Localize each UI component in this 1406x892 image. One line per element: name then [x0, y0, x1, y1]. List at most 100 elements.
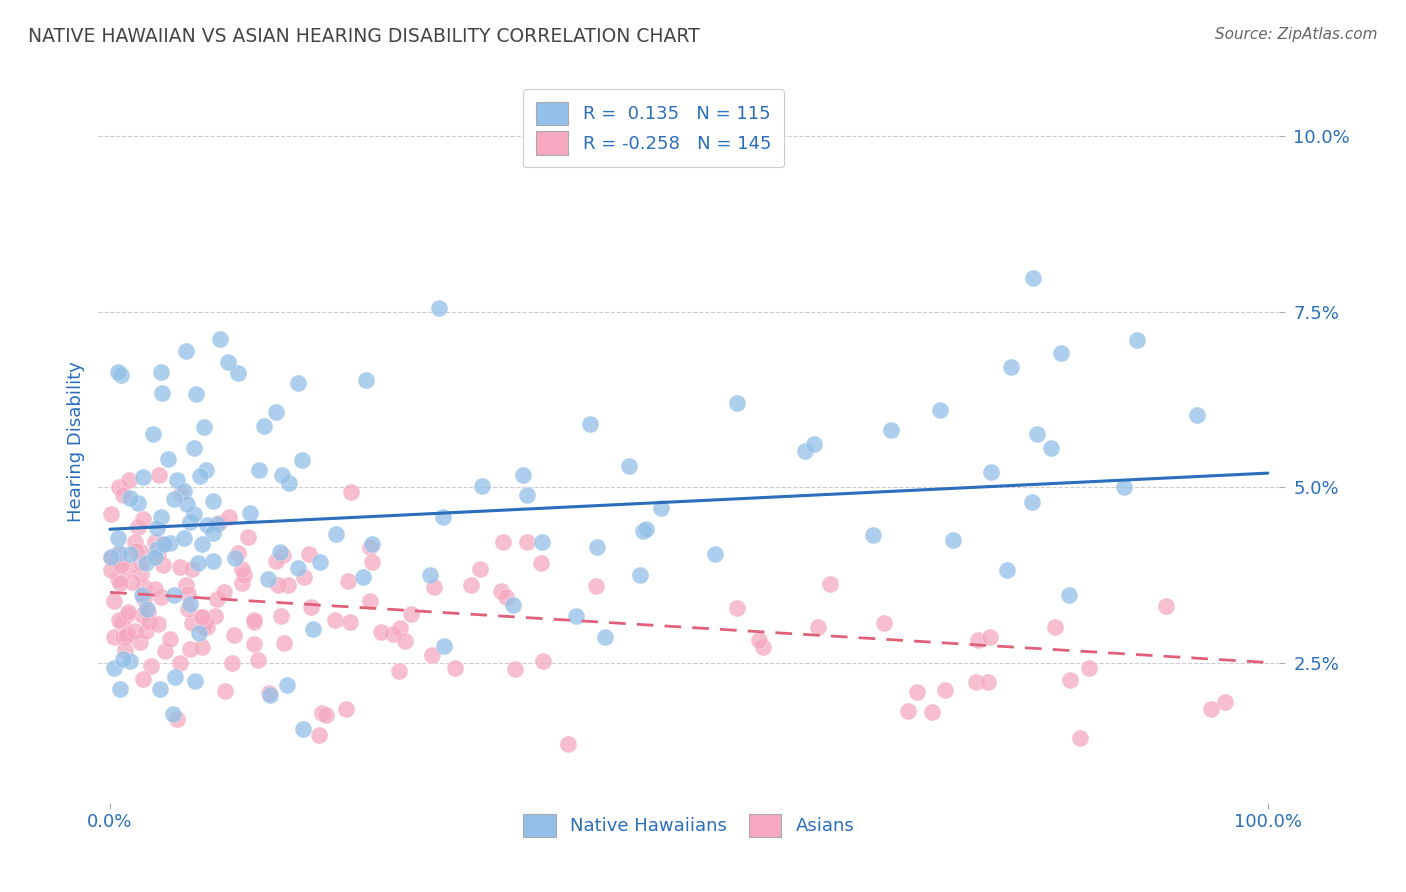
- Point: [107, 613, 129, 627]
- Point: [531, 655, 554, 669]
- Point: [270, 468, 292, 483]
- Point: [131, 511, 153, 525]
- Point: [124, 624, 146, 638]
- Point: [323, 613, 346, 627]
- Point: [1213, 695, 1236, 709]
- Point: [193, 420, 215, 434]
- Point: [222, 628, 245, 642]
- Point: [243, 615, 266, 630]
- Point: [191, 609, 214, 624]
- Point: [108, 575, 131, 590]
- Point: [921, 705, 943, 719]
- Point: [132, 672, 155, 686]
- Point: [460, 578, 482, 592]
- Point: [309, 555, 332, 569]
- Point: [1045, 620, 1067, 634]
- Point: [201, 554, 224, 568]
- Point: [298, 547, 321, 561]
- Point: [703, 547, 725, 561]
- Point: [208, 516, 231, 531]
- Point: [257, 685, 280, 699]
- Point: [183, 442, 205, 456]
- Text: NATIVE HAWAIIAN VS ASIAN HEARING DISABILITY CORRELATION CHART: NATIVE HAWAIIAN VS ASIAN HEARING DISABIL…: [28, 27, 700, 45]
- Point: [110, 368, 132, 382]
- Point: [443, 661, 465, 675]
- Point: [335, 701, 357, 715]
- Point: [107, 573, 129, 587]
- Point: [139, 658, 162, 673]
- Point: [264, 554, 287, 568]
- Point: [112, 630, 135, 644]
- Point: [593, 630, 616, 644]
- Point: [1126, 333, 1149, 347]
- Point: [979, 630, 1001, 644]
- Point: [725, 395, 748, 409]
- Point: [512, 468, 534, 483]
- Point: [209, 332, 232, 346]
- Point: [905, 685, 928, 699]
- Point: [115, 627, 138, 641]
- Point: [352, 570, 374, 584]
- Point: [725, 600, 748, 615]
- Point: [135, 624, 157, 639]
- Point: [977, 674, 1000, 689]
- Point: [277, 476, 299, 491]
- Point: [267, 578, 290, 592]
- Point: [247, 463, 270, 477]
- Point: [628, 568, 651, 582]
- Point: [233, 568, 256, 582]
- Point: [173, 483, 195, 498]
- Point: [207, 516, 229, 531]
- Point: [103, 593, 125, 607]
- Y-axis label: Hearing Disability: Hearing Disability: [66, 361, 84, 522]
- Point: [264, 405, 287, 419]
- Point: [934, 683, 956, 698]
- Point: [152, 558, 174, 572]
- Point: [965, 674, 987, 689]
- Point: [277, 578, 299, 592]
- Point: [121, 575, 143, 590]
- Point: [179, 642, 201, 657]
- Point: [420, 648, 443, 662]
- Point: [132, 470, 155, 484]
- Point: [292, 569, 315, 583]
- Point: [115, 607, 138, 622]
- Point: [299, 600, 322, 615]
- Point: [112, 488, 135, 502]
- Point: [131, 588, 153, 602]
- Point: [1078, 661, 1101, 675]
- Point: [136, 601, 159, 615]
- Point: [503, 662, 526, 676]
- Point: [148, 617, 170, 632]
- Point: [419, 568, 441, 582]
- Point: [382, 627, 405, 641]
- Point: [257, 572, 280, 586]
- Point: [162, 707, 184, 722]
- Point: [1050, 346, 1073, 360]
- Point: [394, 633, 416, 648]
- Point: [433, 639, 456, 653]
- Point: [174, 344, 197, 359]
- Point: [995, 563, 1018, 577]
- Point: [273, 636, 295, 650]
- Point: [105, 554, 128, 568]
- Point: [100, 563, 122, 577]
- Point: [271, 548, 294, 562]
- Point: [471, 479, 494, 493]
- Point: [197, 620, 219, 634]
- Point: [807, 620, 830, 634]
- Point: [617, 459, 640, 474]
- Point: [247, 653, 270, 667]
- Point: [155, 644, 177, 658]
- Point: [169, 559, 191, 574]
- Point: [585, 579, 607, 593]
- Point: [339, 615, 361, 630]
- Point: [287, 561, 309, 575]
- Point: [150, 365, 173, 379]
- Point: [302, 622, 325, 636]
- Point: [107, 365, 129, 379]
- Point: [184, 673, 207, 688]
- Point: [650, 500, 672, 515]
- Point: [166, 712, 188, 726]
- Point: [1187, 408, 1209, 422]
